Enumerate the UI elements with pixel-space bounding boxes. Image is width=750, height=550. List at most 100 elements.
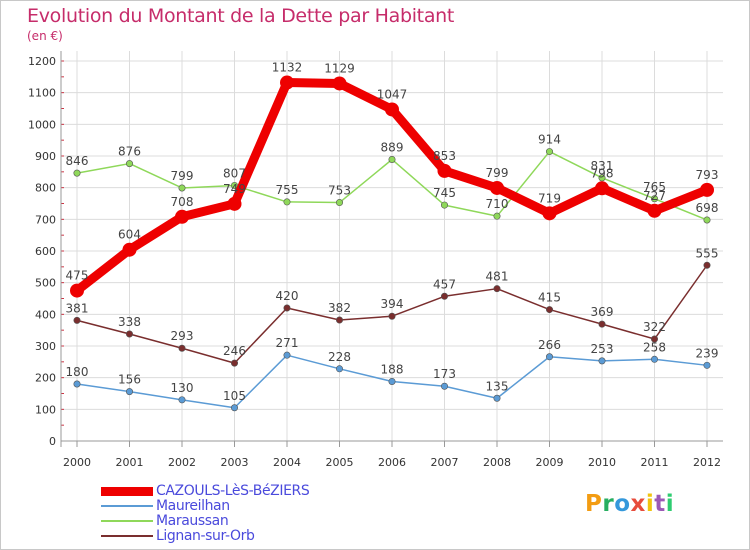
data-label: 188 bbox=[381, 362, 404, 376]
data-point bbox=[335, 199, 343, 207]
y-tick-label: 1000 bbox=[28, 118, 56, 131]
x-tick-label: 2002 bbox=[168, 456, 196, 469]
data-label: 745 bbox=[433, 186, 456, 200]
chart-subtitle: (en €) bbox=[27, 29, 63, 43]
data-point bbox=[650, 355, 658, 363]
legend-swatch bbox=[101, 505, 153, 507]
data-point bbox=[175, 209, 189, 224]
data-label: 156 bbox=[118, 373, 141, 387]
data-label: 180 bbox=[66, 365, 89, 379]
data-point bbox=[283, 198, 291, 206]
x-tick-label: 2011 bbox=[641, 456, 669, 469]
logo-letter: i bbox=[665, 491, 675, 517]
y-tick-label: 900 bbox=[35, 150, 56, 163]
data-label: 228 bbox=[328, 350, 351, 364]
data-label: 271 bbox=[276, 336, 299, 350]
legend-label: Lignan-sur-Orb bbox=[156, 528, 255, 544]
data-label: 258 bbox=[643, 340, 666, 354]
y-tick-label: 1200 bbox=[28, 55, 56, 68]
data-point bbox=[126, 160, 134, 168]
series-lines bbox=[70, 75, 714, 412]
data-label: 1047 bbox=[377, 87, 408, 101]
data-point bbox=[70, 283, 84, 298]
data-point bbox=[703, 261, 711, 269]
data-label: 749 bbox=[223, 182, 246, 196]
logo-letter: P bbox=[585, 491, 603, 517]
data-label: 555 bbox=[696, 246, 719, 260]
data-label: 420 bbox=[276, 289, 299, 303]
data-point bbox=[388, 155, 396, 163]
x-tick-label: 2007 bbox=[431, 456, 459, 469]
x-tick-label: 2001 bbox=[116, 456, 144, 469]
data-label: 338 bbox=[118, 315, 141, 329]
data-point bbox=[650, 195, 658, 203]
data-label: 130 bbox=[171, 381, 194, 395]
logo-letter: r bbox=[602, 491, 615, 517]
data-point bbox=[283, 351, 291, 359]
y-tick-label: 0 bbox=[49, 435, 56, 448]
data-point bbox=[385, 102, 399, 117]
data-point bbox=[335, 316, 343, 324]
data-point bbox=[440, 382, 448, 390]
series-cazouls-l-s-b-ziers bbox=[70, 75, 714, 298]
data-label: 853 bbox=[433, 149, 456, 163]
data-label: 831 bbox=[591, 159, 614, 173]
data-point bbox=[493, 212, 501, 220]
series-maraussan bbox=[73, 148, 711, 224]
series-lignan-sur-orb bbox=[73, 261, 711, 367]
data-point bbox=[126, 330, 134, 338]
data-label: 708 bbox=[171, 195, 194, 209]
data-point bbox=[647, 203, 662, 218]
data-point bbox=[283, 304, 291, 312]
data-label: 293 bbox=[171, 329, 194, 343]
data-point bbox=[388, 377, 396, 385]
data-point bbox=[388, 312, 396, 320]
data-point bbox=[231, 404, 239, 412]
y-tick-label: 700 bbox=[35, 213, 56, 226]
data-point bbox=[542, 206, 557, 221]
data-label: 727 bbox=[643, 189, 666, 203]
data-label: 798 bbox=[591, 166, 614, 180]
series-maureilhan bbox=[73, 351, 711, 412]
data-point bbox=[545, 148, 553, 156]
data-label: 914 bbox=[538, 133, 561, 147]
logo-letter: x bbox=[630, 491, 646, 517]
data-point bbox=[73, 316, 81, 324]
axes: 0 100 200 300 400 500 600 700 800 900 1000 1100 1200… bbox=[28, 51, 723, 469]
logo-letter: t bbox=[654, 491, 666, 517]
data-label: 381 bbox=[66, 301, 89, 315]
data-label: 135 bbox=[486, 379, 509, 393]
x-tick-label: 2008 bbox=[483, 456, 511, 469]
data-label: 1132 bbox=[272, 61, 303, 75]
legend-label: Maureilhan bbox=[156, 498, 230, 514]
data-label: 755 bbox=[276, 183, 299, 197]
x-tick-label: 2009 bbox=[536, 456, 564, 469]
data-label: 1129 bbox=[324, 61, 355, 75]
y-tick-label: 200 bbox=[35, 372, 56, 385]
data-labels: 180 156 130 105 271 228 188 173 135 266 253 258 239 8… bbox=[66, 61, 719, 403]
data-label: 799 bbox=[171, 169, 194, 183]
data-point bbox=[122, 242, 137, 257]
data-label: 382 bbox=[328, 301, 351, 315]
y-tick-label: 600 bbox=[35, 245, 56, 258]
x-tick-label: 2006 bbox=[378, 456, 406, 469]
legend-label: CAZOULS-LèS-BéZIERS bbox=[156, 483, 310, 499]
x-tick-label: 2012 bbox=[693, 456, 721, 469]
data-point bbox=[73, 169, 81, 177]
data-point bbox=[440, 201, 448, 209]
data-point bbox=[332, 76, 347, 91]
data-label: 807 bbox=[223, 166, 246, 180]
data-point bbox=[231, 359, 239, 367]
data-label: 889 bbox=[381, 140, 404, 154]
data-point bbox=[598, 174, 606, 182]
data-point bbox=[227, 196, 242, 211]
data-point bbox=[703, 216, 711, 224]
data-point bbox=[598, 357, 606, 365]
data-label: 457 bbox=[433, 277, 456, 291]
y-tick-label: 100 bbox=[35, 403, 56, 416]
data-label: 710 bbox=[486, 197, 509, 211]
data-point bbox=[493, 394, 501, 402]
data-label: 322 bbox=[643, 320, 666, 334]
data-label: 253 bbox=[591, 342, 614, 356]
